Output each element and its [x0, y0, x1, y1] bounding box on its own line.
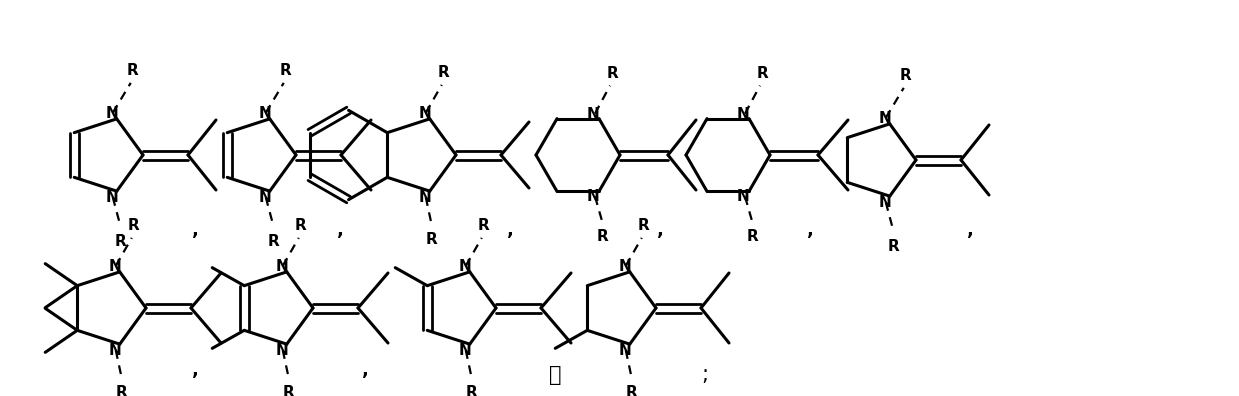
Text: R: R — [115, 234, 126, 249]
Text: R: R — [626, 385, 638, 396]
Text: N: N — [458, 259, 471, 274]
Text: N: N — [419, 107, 431, 121]
Text: R: R — [282, 385, 295, 396]
Text: R: R — [280, 63, 291, 78]
Text: N: N — [259, 190, 271, 205]
Text: N: N — [419, 190, 431, 205]
Text: ,: , — [807, 221, 814, 239]
Text: N: N — [105, 190, 118, 205]
Text: R: R — [295, 218, 306, 233]
Text: N: N — [878, 111, 891, 126]
Text: R: R — [128, 218, 140, 233]
Text: N: N — [586, 107, 600, 122]
Text: R: R — [478, 218, 489, 233]
Text: N: N — [275, 343, 289, 358]
Text: R: R — [466, 385, 477, 396]
Text: R: R — [638, 218, 649, 233]
Text: R: R — [116, 385, 128, 396]
Text: N: N — [458, 343, 471, 358]
Text: ,: , — [192, 361, 198, 379]
Text: ,: , — [507, 221, 513, 239]
Text: N: N — [737, 107, 750, 122]
Text: 或: 或 — [549, 365, 561, 385]
Text: R: R — [437, 65, 450, 80]
Text: N: N — [259, 107, 271, 121]
Text: N: N — [618, 259, 631, 274]
Text: R: R — [597, 229, 608, 244]
Text: N: N — [878, 195, 891, 209]
Text: R: R — [606, 66, 618, 81]
Text: N: N — [108, 259, 121, 274]
Text: R: R — [747, 229, 758, 244]
Text: R: R — [426, 232, 437, 247]
Text: ,: , — [192, 221, 198, 239]
Text: N: N — [586, 189, 600, 204]
Text: N: N — [108, 343, 121, 358]
Text: R: R — [268, 234, 280, 249]
Text: R: R — [756, 66, 768, 81]
Text: N: N — [105, 107, 118, 121]
Text: ,: , — [966, 221, 974, 239]
Text: ,: , — [362, 361, 368, 379]
Text: N: N — [618, 343, 631, 358]
Text: N: N — [275, 259, 289, 274]
Text: R: R — [888, 239, 900, 254]
Text: ;: ; — [701, 365, 709, 385]
Text: N: N — [737, 189, 750, 204]
Text: R: R — [126, 63, 139, 78]
Text: ,: , — [657, 221, 663, 239]
Text: ,: , — [337, 221, 343, 239]
Text: R: R — [900, 69, 912, 84]
